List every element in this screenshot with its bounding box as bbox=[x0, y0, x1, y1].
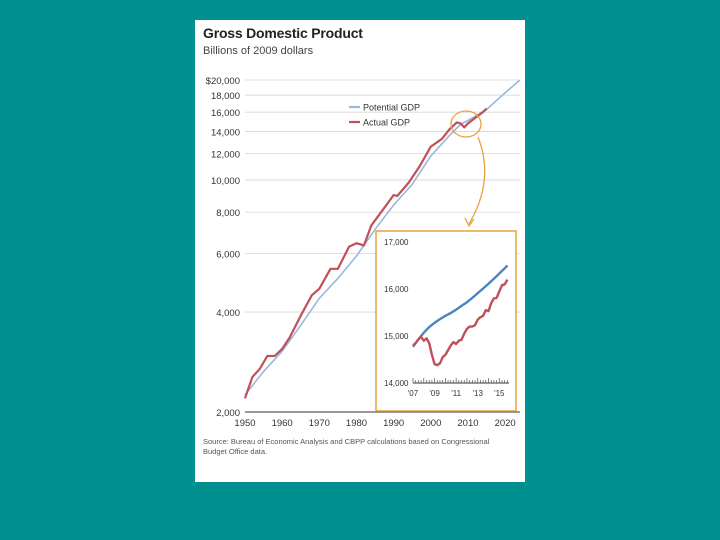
y-tick-label: 14,000 bbox=[211, 127, 240, 138]
y-tick-label: 18,000 bbox=[211, 91, 240, 102]
legend-label: Potential GDP bbox=[363, 103, 420, 113]
y-tick-label: 16,000 bbox=[211, 108, 240, 119]
inset-frame bbox=[375, 230, 517, 412]
x-tick-label: 1970 bbox=[309, 418, 330, 429]
potential-gdp-line bbox=[244, 79, 521, 396]
inset-series-lines bbox=[412, 264, 509, 367]
y-tick-label: 10,000 bbox=[211, 176, 240, 187]
zoom-arrow-head-icon bbox=[464, 217, 475, 228]
x-tick-label: 2010 bbox=[457, 418, 478, 429]
x-tick-label: 1980 bbox=[346, 418, 367, 429]
actual-gdp-line bbox=[243, 107, 488, 399]
inset-x-tick-label: '09 bbox=[429, 389, 440, 398]
inset-x-tick-label: '11 bbox=[451, 389, 461, 398]
y-tick-label: 4,000 bbox=[216, 308, 240, 319]
y-tick-label: $20,000 bbox=[206, 76, 240, 87]
x-tick-label: 1960 bbox=[272, 418, 293, 429]
x-tick-label: 1950 bbox=[234, 418, 255, 429]
main-x-tick-labels: 1950 1960 1970 1980 1990 2000 2010 2020 bbox=[234, 418, 515, 429]
y-tick-label: 6,000 bbox=[216, 250, 240, 261]
y-tick-label: 12,000 bbox=[211, 150, 240, 161]
inset-y-tick-label: 15,000 bbox=[384, 332, 409, 341]
legend: Potential GDP Actual GDP bbox=[349, 103, 420, 128]
inset-y-tick-label: 16,000 bbox=[384, 285, 409, 294]
x-tick-label: 2020 bbox=[495, 418, 516, 429]
legend-label: Actual GDP bbox=[363, 118, 410, 128]
inset-tick-labels: 14,000 15,000 16,000 17,000 '07 '09 '11 '13 '15 bbox=[384, 238, 509, 398]
inset-x-tick-label: '15 bbox=[494, 389, 505, 398]
zoom-arrow bbox=[468, 136, 486, 225]
inset-x-tick-label: '13 bbox=[473, 389, 484, 398]
source-note: Source: Bureau of Economic Analysis and … bbox=[203, 437, 490, 456]
y-tick-label: 2,000 bbox=[216, 408, 240, 419]
inset-x-tick-label: '07 bbox=[408, 389, 419, 398]
inset-y-tick-label: 17,000 bbox=[384, 238, 409, 247]
inset-y-tick-label: 14,000 bbox=[384, 379, 409, 388]
inset-actual-gdp-line bbox=[412, 279, 509, 367]
chart-card: Gross Domestic Product Billions of 2009 … bbox=[195, 20, 525, 482]
y-tick-label: 8,000 bbox=[216, 208, 240, 219]
chart-title: Gross Domestic Product bbox=[203, 25, 363, 41]
main-series-lines bbox=[243, 79, 521, 399]
gdp-chart: 2,000 4,000 6,000 8,000 10,000 12,000 14,000 16… bbox=[206, 76, 521, 429]
zoom-highlight-circle bbox=[450, 110, 482, 138]
inset-potential-gdp-line bbox=[412, 264, 509, 348]
x-tick-label: 1990 bbox=[383, 418, 404, 429]
chart-subtitle: Billions of 2009 dollars bbox=[203, 45, 314, 57]
x-tick-label: 2000 bbox=[420, 418, 441, 429]
main-y-tick-labels: 2,000 4,000 6,000 8,000 10,000 12,000 14,000 16… bbox=[206, 76, 240, 419]
